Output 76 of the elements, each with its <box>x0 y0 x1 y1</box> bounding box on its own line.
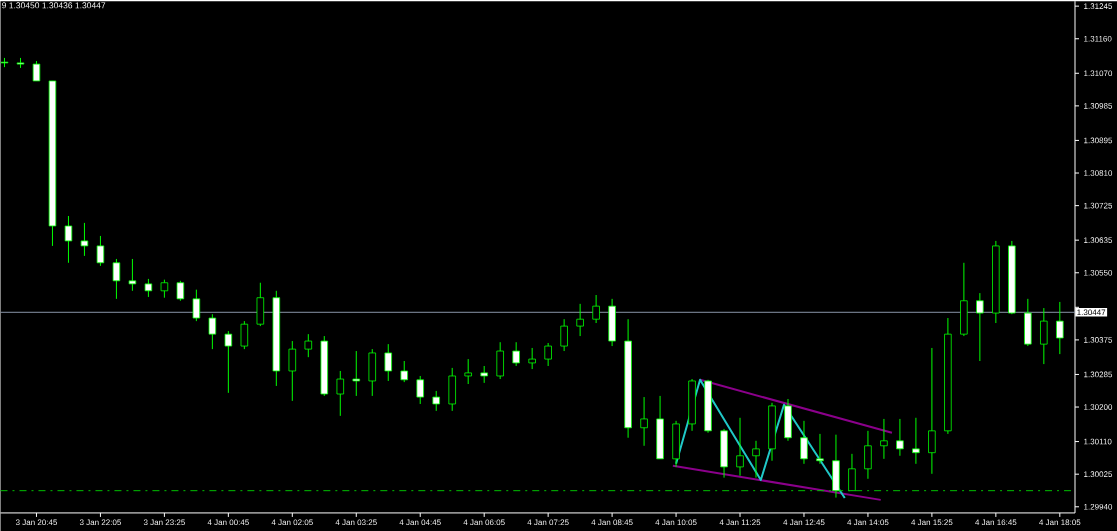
y-tick-label: 1.30895 <box>1084 137 1113 144</box>
y-tick-label: 1.30725 <box>1084 202 1113 209</box>
x-tick-label: 4 Jan 00:45 <box>207 519 249 526</box>
candlestick <box>928 347 936 475</box>
candlestick <box>128 258 137 292</box>
y-tick-label: 1.30985 <box>1084 103 1113 109</box>
candlestick <box>752 440 760 479</box>
candlestick <box>512 341 520 367</box>
candlestick <box>400 360 408 383</box>
x-tick-label: 4 Jan 04:45 <box>399 519 441 526</box>
candlestick <box>1040 307 1048 365</box>
annotation: 9 1.30450 1.30436 1.30447 <box>2 2 106 9</box>
candlestick <box>352 350 361 397</box>
y-tick-label: 1.31160 <box>1084 35 1112 42</box>
candlestick <box>432 390 440 412</box>
candlestick <box>336 370 345 417</box>
x-tick-label: 4 Jan 03:25 <box>335 519 377 526</box>
candlestick <box>416 375 424 405</box>
candlestick <box>80 222 89 257</box>
candlestick <box>192 289 201 322</box>
candlestick <box>848 453 856 492</box>
y-tick-label: 1.30635 <box>1084 237 1113 244</box>
y-tick-label: 1.30200 <box>1084 404 1113 410</box>
candlestick <box>976 292 984 362</box>
candlestick <box>32 60 41 82</box>
y-tick-label: 1.30810 <box>1084 170 1113 176</box>
candlestick <box>1056 301 1064 355</box>
x-tick-label: 4 Jan 06:05 <box>463 519 505 526</box>
x-tick-label: 4 Jan 02:05 <box>271 519 313 526</box>
candlestick <box>576 303 584 337</box>
candlestick <box>288 340 297 402</box>
candlestick <box>112 258 121 300</box>
candlestick <box>304 333 313 358</box>
candlestick <box>560 318 568 352</box>
candlestick <box>736 417 744 477</box>
candlestick <box>912 417 920 465</box>
candlestick <box>800 420 808 465</box>
y-tick-label: 1.31245 <box>1084 3 1113 9</box>
candlestick <box>176 280 185 302</box>
candlestick <box>592 294 600 324</box>
x-tick-label: 4 Jan 08:45 <box>591 519 633 526</box>
candlestick <box>816 433 824 465</box>
y-tick-label: 1.30285 <box>1084 371 1113 378</box>
candlestick <box>384 343 393 382</box>
candlestick <box>640 396 648 447</box>
candlestick <box>160 279 169 299</box>
x-tick-label: 3 Jan 20:45 <box>15 519 58 526</box>
candlestick <box>240 320 249 350</box>
x-tick-label: 4 Jan 11:25 <box>719 519 761 526</box>
x-tick-label: 4 Jan 14:05 <box>847 519 889 526</box>
candlestick <box>896 418 904 457</box>
candlestick <box>544 342 552 367</box>
x-tick-label: 4 Jan 10:05 <box>655 519 697 526</box>
x-tick-label: 4 Jan 07:25 <box>527 519 569 526</box>
x-tick-label: 4 Jan 18:05 <box>1039 519 1081 526</box>
x-tick-label: 4 Jan 15:25 <box>911 519 953 526</box>
y-tick-label: 1.30375 <box>1084 337 1113 343</box>
candlestick <box>880 418 888 460</box>
x-tick-label: 3 Jan 22:05 <box>79 519 121 526</box>
candlestick <box>224 330 233 394</box>
x-tick-label: 4 Jan 16:45 <box>975 519 1017 526</box>
candlestick <box>96 235 105 267</box>
x-tick-label: 4 Jan 12:45 <box>783 519 825 526</box>
candlestick <box>208 313 217 350</box>
y-tick-label: 1.30025 <box>1084 471 1113 478</box>
ref-line-label: 1.30447 <box>1077 309 1106 316</box>
candlestick <box>864 430 872 480</box>
candlestick <box>528 347 536 370</box>
y-tick-label: 1.29940 <box>1084 503 1113 510</box>
y-tick-label: 1.31070 <box>1084 70 1113 77</box>
y-tick-label: 1.30550 <box>1084 269 1113 276</box>
candlestick <box>464 358 472 385</box>
candlestick <box>144 278 153 298</box>
y-tick-label: 1.30110 <box>1084 438 1112 445</box>
x-tick-label: 3 Jan 23:25 <box>143 519 185 526</box>
candlestick <box>64 215 73 264</box>
